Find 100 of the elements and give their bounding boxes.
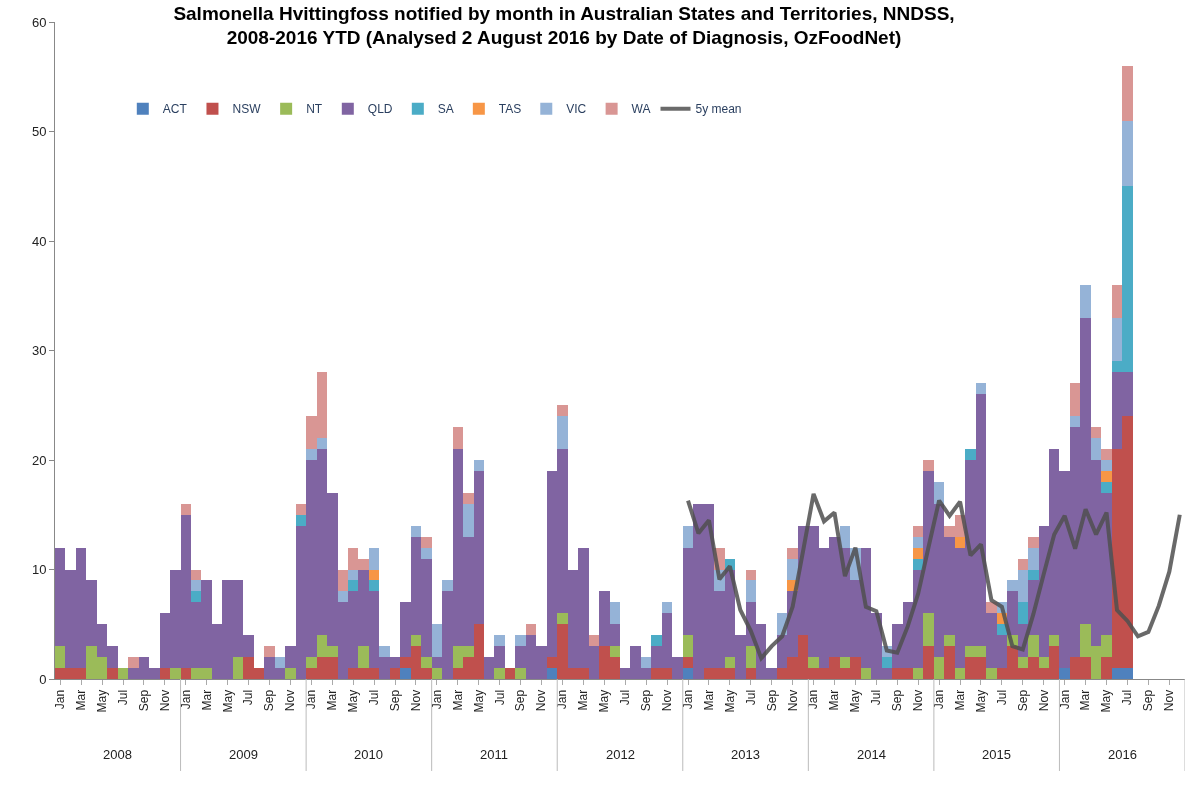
x-tick-label: Jul: [367, 689, 382, 706]
legend-label: SA: [437, 102, 454, 117]
legend-label: QLD: [367, 102, 393, 117]
bar: [651, 635, 662, 647]
bar: [787, 558, 798, 581]
bar: [546, 668, 558, 679]
bar: [661, 602, 673, 614]
bar: [285, 668, 296, 679]
bar: [1111, 317, 1123, 362]
x-tick-label: Jan: [304, 689, 319, 710]
bar: [682, 668, 694, 679]
bar: [463, 492, 474, 504]
x-tick-label: Mar: [450, 689, 465, 711]
text: 2012: [606, 747, 635, 762]
bar: [682, 657, 694, 669]
bar: [515, 635, 526, 647]
x-tick-label: Nov: [785, 689, 800, 712]
x-tick-label: Jan: [1057, 689, 1072, 710]
bar: [1122, 65, 1133, 121]
x-tick-label: May: [722, 689, 737, 713]
x-tick-label: Jul: [618, 689, 633, 706]
x-tick-label: Nov: [911, 689, 926, 712]
bar: [609, 646, 620, 658]
x-tick-label: Sep: [890, 689, 905, 712]
bar: [306, 449, 317, 460]
bar: [515, 668, 526, 679]
x-tick-label: Nov: [1162, 689, 1177, 712]
legend-label: ACT: [162, 102, 188, 117]
bar: [588, 635, 600, 647]
x-tick-label: Jan: [806, 689, 821, 710]
x-tick-label: Jan: [53, 689, 68, 710]
text: 2008: [103, 747, 132, 762]
bar: [410, 525, 422, 537]
bar: [1028, 569, 1039, 581]
bar: [1101, 481, 1112, 493]
bar: [191, 580, 202, 592]
y-tick-label: 60: [31, 14, 47, 30]
x-tick-label: Mar: [74, 689, 89, 711]
bar: [965, 449, 976, 460]
bar: [368, 580, 380, 592]
x-tick-label: Nov: [659, 689, 674, 712]
bar: [494, 635, 505, 647]
bar: [1048, 635, 1060, 647]
x-tick-label: Nov: [283, 689, 298, 712]
bar: [410, 635, 422, 647]
bar: [912, 525, 924, 537]
bar: [975, 383, 987, 395]
x-tick-label: Sep: [1015, 689, 1030, 712]
x-tick-label: Jan: [932, 689, 947, 710]
x-tick-label: Jan: [680, 689, 695, 710]
bar: [1069, 383, 1081, 417]
bar: [494, 668, 505, 679]
legend-label: NT: [306, 102, 323, 117]
x-tick-label: Mar: [576, 689, 591, 711]
bar: [1101, 449, 1112, 460]
bar: [107, 668, 118, 679]
bar: [1080, 284, 1091, 318]
x-tick-label: Mar: [199, 689, 214, 711]
bar: [400, 668, 411, 679]
x-tick-label: Sep: [513, 689, 528, 712]
bar: [954, 668, 966, 679]
bar: [306, 657, 317, 669]
bar: [1017, 558, 1029, 570]
bar: [923, 460, 934, 471]
bar: [745, 646, 757, 669]
bar: [421, 657, 432, 669]
bar: [128, 657, 139, 669]
x-tick-label: May: [973, 689, 988, 713]
bar: [912, 536, 924, 548]
bar: [557, 405, 568, 417]
bar: [923, 613, 934, 647]
bar: [191, 591, 202, 603]
x-tick-label: May: [346, 689, 361, 713]
bar: [787, 547, 798, 559]
text: 2016: [1108, 747, 1137, 762]
line-series: [686, 491, 1182, 661]
y-tick-label: 0: [39, 671, 47, 687]
bar: [1101, 470, 1112, 482]
bar: [1038, 657, 1049, 669]
x-tick-label: Jul: [492, 689, 507, 706]
x-tick-label: Sep: [764, 689, 779, 712]
bar: [881, 657, 893, 669]
bar: [379, 646, 390, 658]
legend-label: TAS: [498, 102, 522, 117]
text: 2013: [731, 747, 760, 762]
bar: [431, 624, 443, 658]
text: 2010: [354, 747, 383, 762]
x-tick-label: Nov: [157, 689, 172, 712]
bar: [442, 580, 453, 592]
x-tick-label: Jul: [869, 689, 884, 706]
bar: [1028, 635, 1039, 658]
legend-label: NSW: [232, 102, 262, 117]
x-tick-label: May: [848, 689, 863, 713]
bar: [954, 536, 966, 548]
x-tick-label: Jan: [178, 689, 193, 710]
bar: [431, 668, 443, 679]
bar: [1017, 602, 1029, 625]
bar: [180, 668, 192, 679]
x-tick-label: Jul: [115, 689, 130, 706]
bar: [264, 646, 275, 658]
